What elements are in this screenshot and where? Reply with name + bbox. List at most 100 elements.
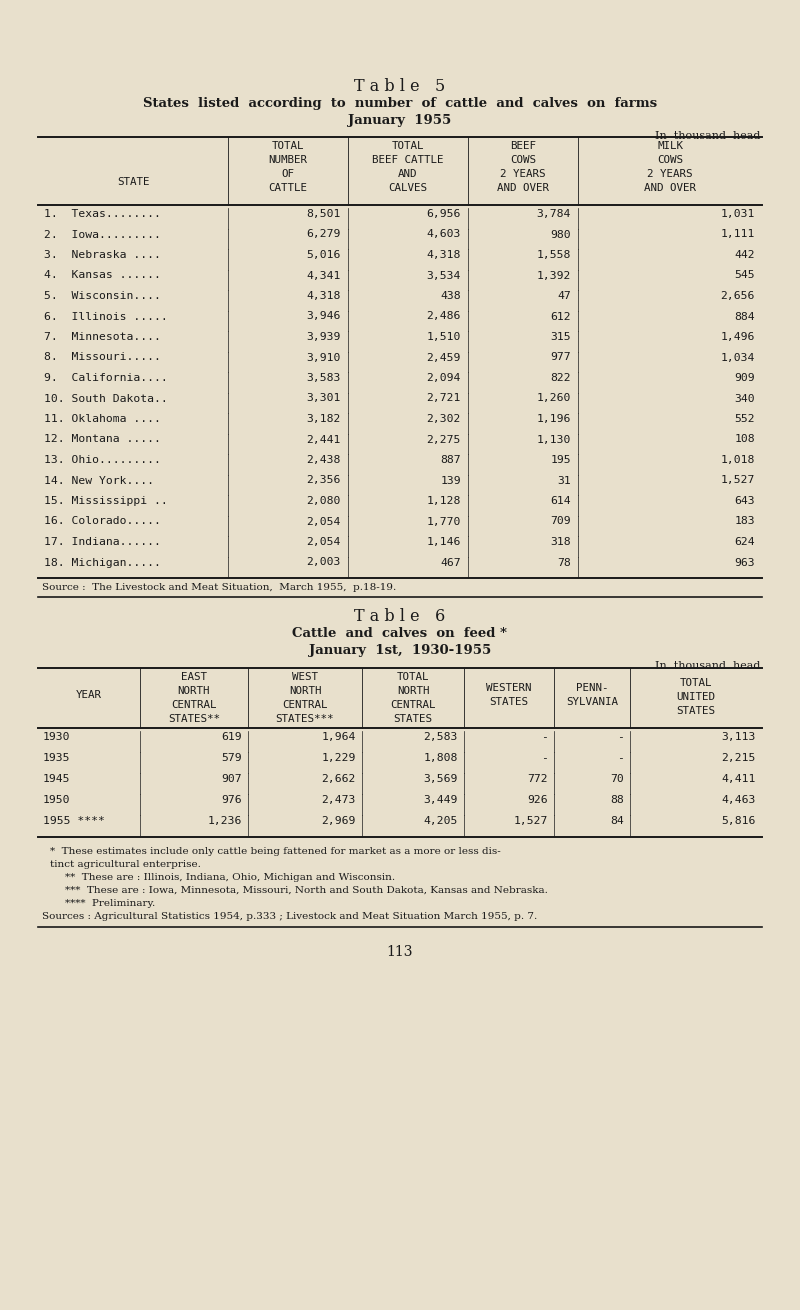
Text: 3,910: 3,910: [306, 352, 341, 363]
Text: 612: 612: [550, 312, 571, 321]
Text: 18. Michigan.....: 18. Michigan.....: [44, 558, 161, 567]
Text: 2.  Iowa.........: 2. Iowa.........: [44, 229, 161, 240]
Text: 315: 315: [550, 331, 571, 342]
Text: 5,816: 5,816: [722, 816, 756, 827]
Text: 1945: 1945: [43, 774, 70, 783]
Text: 3,182: 3,182: [306, 414, 341, 424]
Text: 1,964: 1,964: [322, 732, 356, 741]
Text: Sources : Agricultural Statistics 1954, p.333 ; Livestock and Meat Situation Mar: Sources : Agricultural Statistics 1954, …: [42, 912, 538, 921]
Text: 2,662: 2,662: [322, 774, 356, 783]
Text: 2,080: 2,080: [306, 496, 341, 506]
Text: 11. Oklahoma ....: 11. Oklahoma ....: [44, 414, 161, 424]
Text: 909: 909: [734, 373, 755, 383]
Text: 2,302: 2,302: [426, 414, 461, 424]
Text: STATE: STATE: [117, 177, 150, 187]
Text: 2,275: 2,275: [426, 435, 461, 444]
Text: 579: 579: [222, 753, 242, 762]
Text: -: -: [617, 753, 624, 762]
Text: 1950: 1950: [43, 795, 70, 806]
Text: 4,318: 4,318: [426, 250, 461, 259]
Text: 884: 884: [734, 312, 755, 321]
Text: 10. South Dakota..: 10. South Dakota..: [44, 393, 168, 403]
Text: EAST
NORTH
CENTRAL
STATES**: EAST NORTH CENTRAL STATES**: [168, 672, 220, 724]
Text: 552: 552: [734, 414, 755, 424]
Text: 78: 78: [558, 558, 571, 567]
Text: 13. Ohio.........: 13. Ohio.........: [44, 455, 161, 465]
Text: 1.  Texas........: 1. Texas........: [44, 210, 161, 219]
Text: 907: 907: [222, 774, 242, 783]
Text: 3,939: 3,939: [306, 331, 341, 342]
Text: ***  These are : Iowa, Minnesota, Missouri, North and South Dakota, Kansas and N: *** These are : Iowa, Minnesota, Missour…: [65, 886, 548, 895]
Text: 977: 977: [550, 352, 571, 363]
Text: 1,808: 1,808: [424, 753, 458, 762]
Text: 2,969: 2,969: [322, 816, 356, 827]
Text: 614: 614: [550, 496, 571, 506]
Text: 5.  Wisconsin....: 5. Wisconsin....: [44, 291, 161, 301]
Text: TOTAL
NORTH
CENTRAL
STATES: TOTAL NORTH CENTRAL STATES: [390, 672, 436, 724]
Text: 1,111: 1,111: [721, 229, 755, 240]
Text: 545: 545: [734, 270, 755, 280]
Text: 1935: 1935: [43, 753, 70, 762]
Text: 16. Colorado.....: 16. Colorado.....: [44, 516, 161, 527]
Text: 4.  Kansas ......: 4. Kansas ......: [44, 270, 161, 280]
Text: 2,459: 2,459: [426, 352, 461, 363]
Text: 643: 643: [734, 496, 755, 506]
Text: 3,113: 3,113: [722, 732, 756, 741]
Text: -: -: [541, 753, 548, 762]
Text: 4,341: 4,341: [306, 270, 341, 280]
Text: PENN-
SYLVANIA: PENN- SYLVANIA: [566, 683, 618, 707]
Text: 1,031: 1,031: [721, 210, 755, 219]
Text: 1,527: 1,527: [721, 476, 755, 486]
Text: 2,441: 2,441: [306, 435, 341, 444]
Text: 31: 31: [558, 476, 571, 486]
Text: 3,449: 3,449: [424, 795, 458, 806]
Text: 139: 139: [440, 476, 461, 486]
Text: 1930: 1930: [43, 732, 70, 741]
Text: 6.  Illinois .....: 6. Illinois .....: [44, 312, 168, 321]
Text: 47: 47: [558, 291, 571, 301]
Text: 70: 70: [610, 774, 624, 783]
Text: T a b l e   5: T a b l e 5: [354, 79, 446, 96]
Text: 2,473: 2,473: [322, 795, 356, 806]
Text: 887: 887: [440, 455, 461, 465]
Text: 926: 926: [527, 795, 548, 806]
Text: 113: 113: [386, 945, 414, 959]
Text: 1,034: 1,034: [721, 352, 755, 363]
Text: 195: 195: [550, 455, 571, 465]
Text: 108: 108: [734, 435, 755, 444]
Text: 976: 976: [222, 795, 242, 806]
Text: 1,130: 1,130: [537, 435, 571, 444]
Text: States  listed  according  to  number  of  cattle  and  calves  on  farms: States listed according to number of cat…: [143, 97, 657, 110]
Text: In  thousand  head: In thousand head: [654, 131, 760, 141]
Text: 2,356: 2,356: [306, 476, 341, 486]
Text: 1,196: 1,196: [537, 414, 571, 424]
Text: TOTAL
UNITED
STATES: TOTAL UNITED STATES: [677, 679, 715, 717]
Text: January  1st,  1930-1955: January 1st, 1930-1955: [309, 645, 491, 658]
Text: In  thousand  head: In thousand head: [654, 662, 760, 671]
Text: 624: 624: [734, 537, 755, 548]
Text: 318: 318: [550, 537, 571, 548]
Text: 3,946: 3,946: [306, 312, 341, 321]
Text: 8,501: 8,501: [306, 210, 341, 219]
Text: 88: 88: [610, 795, 624, 806]
Text: 4,463: 4,463: [722, 795, 756, 806]
Text: 17. Indiana......: 17. Indiana......: [44, 537, 161, 548]
Text: 4,318: 4,318: [306, 291, 341, 301]
Text: **  These are : Illinois, Indiana, Ohio, Michigan and Wisconsin.: ** These are : Illinois, Indiana, Ohio, …: [65, 872, 395, 882]
Text: 15. Mississippi ..: 15. Mississippi ..: [44, 496, 168, 506]
Text: 2,215: 2,215: [722, 753, 756, 762]
Text: 2,003: 2,003: [306, 558, 341, 567]
Text: Cattle  and  calves  on  feed *: Cattle and calves on feed *: [293, 627, 507, 641]
Text: 619: 619: [222, 732, 242, 741]
Text: MILK
COWS
2 YEARS
AND OVER: MILK COWS 2 YEARS AND OVER: [644, 141, 696, 193]
Text: 3.  Nebraska ....: 3. Nebraska ....: [44, 250, 161, 259]
Text: -: -: [541, 732, 548, 741]
Text: 9.  California....: 9. California....: [44, 373, 168, 383]
Text: 84: 84: [610, 816, 624, 827]
Text: 1,018: 1,018: [721, 455, 755, 465]
Text: 1,527: 1,527: [514, 816, 548, 827]
Text: 1,146: 1,146: [426, 537, 461, 548]
Text: 1,128: 1,128: [426, 496, 461, 506]
Text: 1,510: 1,510: [426, 331, 461, 342]
Text: ****  Preliminary.: **** Preliminary.: [65, 899, 155, 908]
